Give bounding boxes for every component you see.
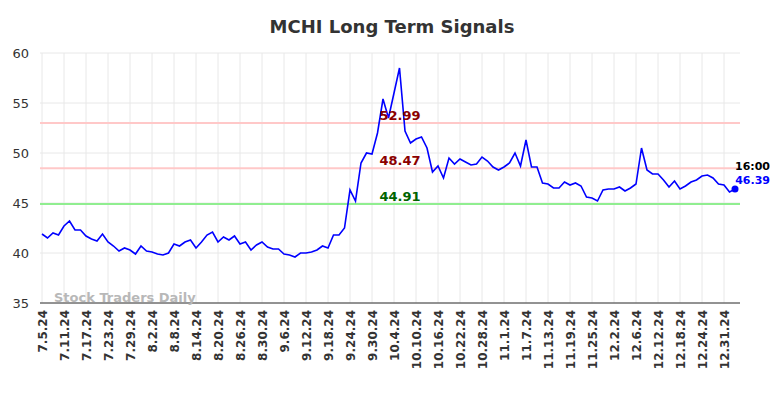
x-tick-label: 8.2.24 [146, 310, 160, 353]
grid-line [658, 53, 659, 303]
chart: MCHI Long Term Signals 35 40 45 50 55 60 7.5.24… [0, 0, 784, 398]
x-tick-label: 12.12.24 [652, 310, 666, 369]
grid-line [416, 53, 417, 303]
x-tick-label: 12.6.24 [630, 310, 644, 361]
grid-line [350, 53, 351, 303]
grid-line [108, 53, 109, 303]
x-tick-label: 9.24.24 [344, 310, 358, 361]
x-tick-label: 10.28.24 [476, 310, 490, 369]
x-tick-label: 10.22.24 [454, 310, 468, 369]
x-tick-label: 7.17.24 [80, 310, 94, 361]
grid-line [504, 53, 505, 303]
x-tick-label: 10.16.24 [432, 310, 446, 369]
x-tick-label: 8.8.24 [168, 310, 182, 353]
grid-line [548, 53, 549, 303]
x-tick-label: 11.25.24 [586, 310, 600, 369]
grid-line [570, 53, 571, 303]
x-tick-label: 10.10.24 [410, 310, 424, 369]
grid-line [702, 53, 703, 303]
grid-line [372, 53, 373, 303]
x-tick-label: 7.11.24 [58, 310, 72, 361]
title: MCHI Long Term Signals [270, 16, 515, 37]
grid-line [240, 53, 241, 303]
grid-line [614, 53, 615, 303]
y-tick-label: 40 [12, 246, 29, 261]
x-tick-label: 7.23.24 [102, 310, 116, 361]
grid-line [130, 53, 131, 303]
grid-line [438, 53, 439, 303]
grid-line [40, 53, 740, 54]
x-tick-label: 7.29.24 [124, 310, 138, 361]
grid-line [328, 53, 329, 303]
reference-label: 48.47 [379, 153, 420, 168]
x-tick-label: 11.13.24 [542, 310, 556, 369]
grid-line [526, 53, 527, 303]
y-tick-label: 55 [12, 96, 29, 111]
grid-line [680, 53, 681, 303]
x-tick-label: 8.20.24 [212, 310, 226, 361]
x-tick-label: 12.31.24 [718, 310, 732, 369]
y-tick-label: 45 [12, 196, 29, 211]
x-tick-label: 8.26.24 [234, 310, 248, 361]
x-tick-label: 9.30.24 [366, 310, 380, 361]
x-tick-label: 9.6.24 [278, 310, 292, 353]
grid-line [218, 53, 219, 303]
x-tick-label: 11.1.24 [498, 310, 512, 361]
y-tick-label: 50 [12, 146, 29, 161]
grid-line [40, 103, 740, 104]
grid-line [460, 53, 461, 303]
x-tick-label: 9.12.24 [300, 310, 314, 361]
x-tick-label: 8.30.24 [256, 310, 270, 361]
x-tick-label: 11.7.24 [520, 310, 534, 361]
grid-line [262, 53, 263, 303]
plot [40, 68, 740, 257]
grid-line [152, 53, 153, 303]
price-line [42, 68, 735, 257]
x-tick-label: 12.18.24 [674, 310, 688, 369]
grid-line [284, 53, 285, 303]
x-tick-label: 10.4.24 [388, 310, 402, 361]
grid-line [482, 53, 483, 303]
grid-line [196, 53, 197, 303]
grid-line [42, 53, 43, 303]
grid-line [40, 253, 740, 254]
x-tick-label: 12.24.24 [696, 310, 710, 369]
x-tick-label: 9.18.24 [322, 310, 336, 361]
x-tick-label: 11.19.24 [564, 310, 578, 369]
grid-line [306, 53, 307, 303]
y-tick-label: 35 [12, 296, 29, 311]
y-tick-label: 60 [12, 46, 29, 61]
reference-label: 44.91 [379, 189, 420, 204]
x-tick-label: 12.2.24 [608, 310, 622, 361]
reference-label: 52.99 [379, 108, 420, 123]
x-tick-label: 7.5.24 [36, 310, 50, 353]
last-value-label: 46.39 [735, 174, 770, 187]
time-label: 16:00 [735, 160, 770, 173]
grid-line [592, 53, 593, 303]
grid-line [724, 53, 725, 303]
x-tick-label: 8.14.24 [190, 310, 204, 361]
grid-line [174, 53, 175, 303]
grid-line [64, 53, 65, 303]
grid-line [86, 53, 87, 303]
watermark: Stock Traders Daily [54, 290, 196, 305]
